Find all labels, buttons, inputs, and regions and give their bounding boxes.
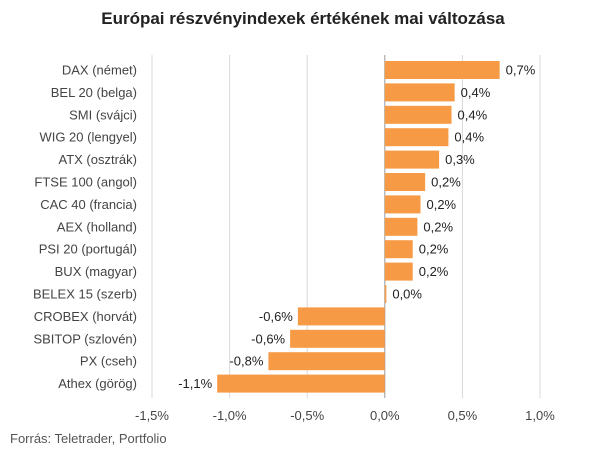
category-label: Athex (görög) [58, 376, 137, 391]
bar [217, 374, 385, 393]
chart-title: Európai részvényindexek értékének mai vá… [101, 9, 505, 28]
bar [384, 285, 387, 303]
bar [384, 173, 426, 191]
data-label: 0,4% [454, 130, 484, 145]
value-labels: 0,7% 0,4% 0,4% 0,4% 0,3% 0,2% 0,2% 0,2% 0,2% 0,2%… [178, 63, 536, 392]
data-label: 0,2% [419, 264, 449, 279]
data-label: -0,6% [251, 331, 285, 346]
category-label: CAC 40 (francia) [40, 197, 137, 212]
category-label: SMI (svájci) [69, 107, 137, 122]
x-axis-ticks: -1,5% -1,0% -0,5% 0,0% 0,5% 1,0% [135, 408, 555, 423]
data-label: 0,4% [461, 85, 491, 100]
x-tick-label: 0,5% [448, 408, 478, 423]
bar [384, 262, 413, 281]
category-labels: DAX (német) BEL 20 (belga) SMI (svájci) WIG… [33, 63, 137, 392]
x-tick-label: -1,0% [213, 408, 247, 423]
category-label: CROBEX (horvát) [34, 309, 137, 324]
bar [384, 61, 500, 79]
category-label: PX (cseh) [80, 354, 137, 369]
data-label: 0,7% [506, 63, 536, 78]
data-label: 0,3% [445, 152, 475, 167]
data-label: -1,1% [178, 376, 212, 391]
category-label: PSI 20 (portugál) [39, 242, 137, 257]
category-label: BELEX 15 (szerb) [33, 287, 137, 302]
data-label: -0,6% [259, 309, 293, 324]
bar [384, 105, 452, 124]
x-tick-label: 1,0% [525, 408, 555, 423]
bar [384, 240, 413, 259]
x-tick-label: 0,0% [370, 408, 400, 423]
bars [217, 61, 500, 393]
category-label: FTSE 100 (angol) [34, 175, 137, 190]
bar [268, 352, 385, 371]
data-label: 0,4% [458, 107, 488, 122]
data-label: 0,0% [392, 287, 422, 302]
data-label: 0,2% [431, 175, 461, 190]
category-label: WIG 20 (lengyel) [39, 130, 137, 145]
x-tick-label: -0,5% [290, 408, 324, 423]
data-label: 0,2% [419, 242, 449, 257]
data-label: 0,2% [426, 197, 456, 212]
data-label: 0,2% [423, 219, 453, 234]
bar [384, 150, 440, 169]
category-label: BEL 20 (belga) [51, 85, 137, 100]
category-label: ATX (osztrák) [59, 152, 138, 167]
bar [290, 329, 385, 348]
bar [384, 83, 455, 102]
category-label: BUX (magyar) [55, 264, 137, 279]
data-label: -0,8% [229, 354, 263, 369]
bar [384, 195, 421, 214]
bar [384, 128, 449, 147]
x-tick-label: -1,5% [135, 408, 169, 423]
source-note: Forrás: Teletrader, Portfolio [10, 431, 167, 446]
category-label: DAX (német) [62, 63, 137, 78]
bar [384, 217, 418, 236]
category-label: SBITOP (szlovén) [33, 331, 137, 346]
bar [297, 307, 385, 326]
category-label: AEX (holland) [57, 219, 137, 234]
